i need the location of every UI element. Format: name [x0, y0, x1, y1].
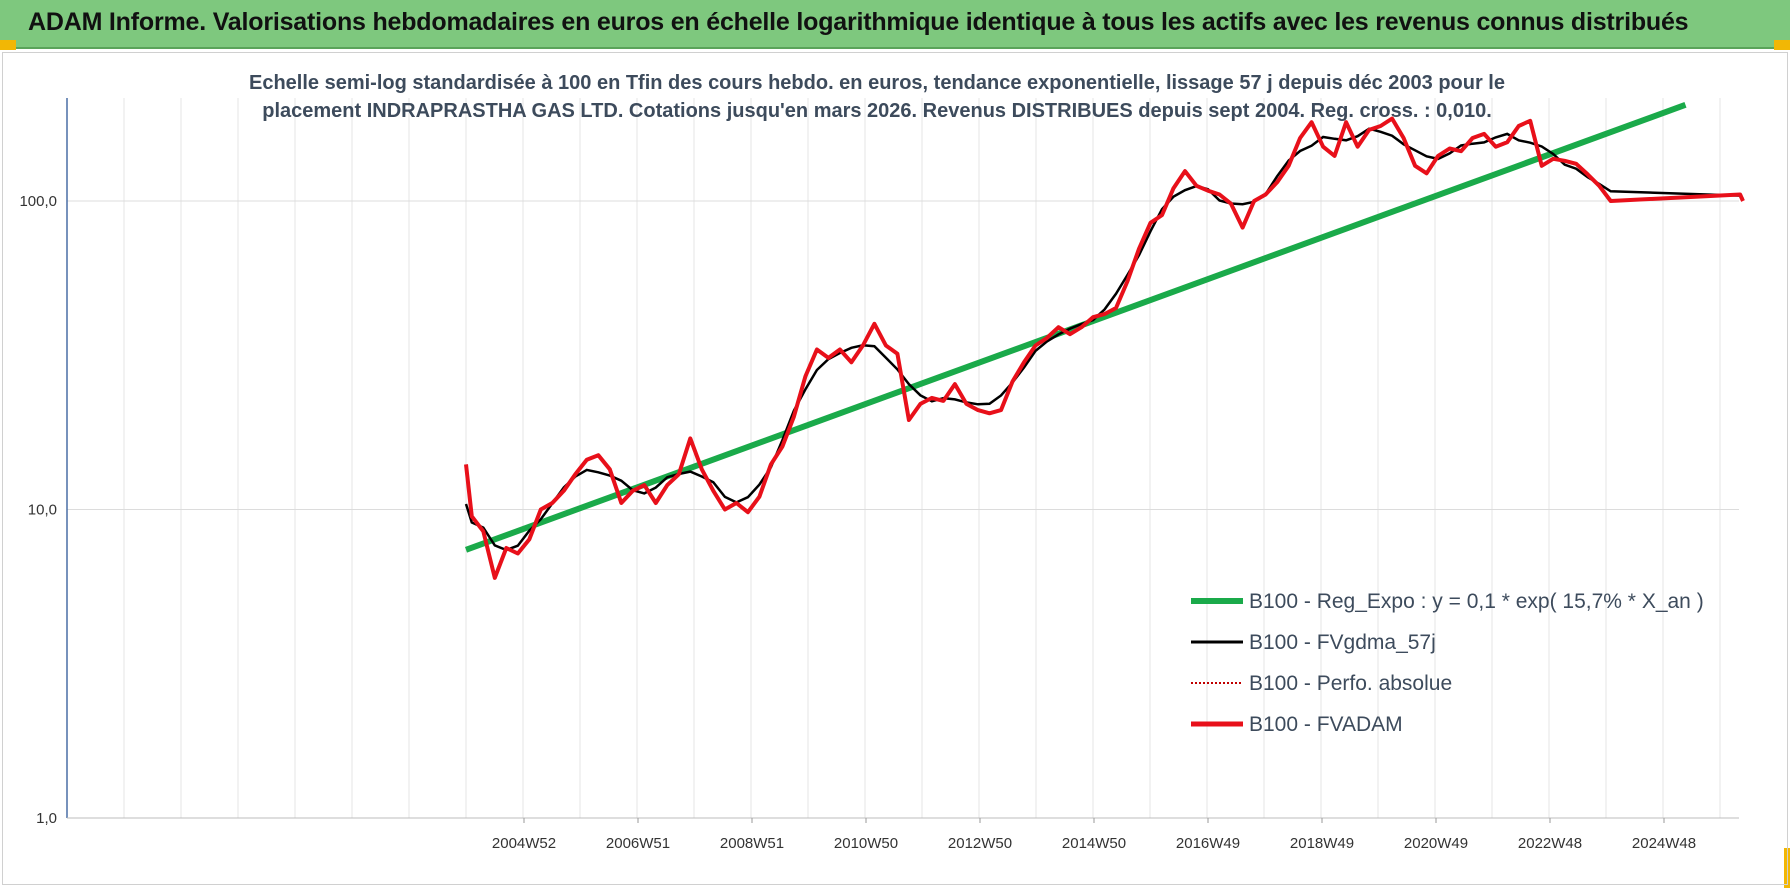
subtitle-line-1: Echelle semi-log standardisée à 100 en T…: [249, 72, 1505, 94]
x-tick-label: 2012W50: [948, 835, 1012, 852]
x-tick-label: 2004W52: [492, 835, 556, 852]
chart-svg: 1,0 10,0 100,0 2004W52 2006W51 2008W51 2010W50…: [19, 72, 1745, 852]
report-title: ADAM Informe. Valorisations hebdomadaire…: [28, 8, 1689, 36]
corner-marker-left: [0, 40, 16, 50]
series-fvadam-line: [464, 116, 1745, 580]
x-tick-label: 2020W49: [1404, 835, 1468, 852]
y-tick-label: 1,0: [36, 810, 57, 827]
x-tick-label: 2006W51: [606, 835, 670, 852]
chart-area: 1,0 10,0 100,0 2004W52 2006W51 2008W51 2010W50…: [2, 52, 1788, 885]
grid-layer: [67, 98, 1739, 819]
x-tick-label: 2022W48: [1518, 835, 1582, 852]
series-layer: [464, 102, 1745, 580]
legend: B100 - Reg_Expo : y = 0,1 * exp( 15,7% *…: [1191, 590, 1704, 736]
y-tick-label: 100,0: [19, 193, 57, 210]
x-tick-label: 2016W49: [1176, 835, 1240, 852]
legend-label-smoothed: B100 - FVgdma_57j: [1249, 631, 1436, 654]
x-tick-label: 2010W50: [834, 835, 898, 852]
corner-marker-right: [1774, 40, 1790, 50]
legend-label-perf-absolue: B100 - Perfo. absolue: [1249, 672, 1452, 695]
title-bar: ADAM Informe. Valorisations hebdomadaire…: [0, 0, 1790, 49]
legend-label-regression: B100 - Reg_Expo : y = 0,1 * exp( 15,7% *…: [1249, 590, 1704, 613]
series-smoothed-line: [464, 127, 1744, 552]
x-tick-label: 2018W49: [1290, 835, 1354, 852]
subtitle-line-2: placement INDRAPRASTHA GAS LTD. Cotation…: [262, 100, 1492, 122]
axis-layer: 1,0 10,0 100,0 2004W52 2006W51 2008W51 2010W50…: [19, 98, 1739, 852]
x-tick-label: 2024W48: [1632, 835, 1696, 852]
x-tick-label: 2014W50: [1062, 835, 1126, 852]
y-tick-label: 10,0: [28, 502, 57, 519]
chart-subtitle: Echelle semi-log standardisée à 100 en T…: [249, 72, 1505, 122]
x-tick-label: 2008W51: [720, 835, 784, 852]
legend-label-fvadam: B100 - FVADAM: [1249, 713, 1403, 736]
